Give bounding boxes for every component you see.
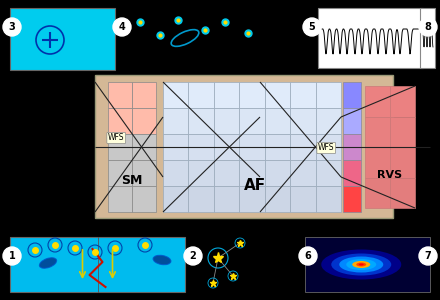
Bar xyxy=(290,160,315,186)
Text: 5: 5 xyxy=(308,22,315,32)
Text: AF: AF xyxy=(244,178,266,193)
Bar xyxy=(265,160,290,186)
Ellipse shape xyxy=(321,250,401,280)
Text: 4: 4 xyxy=(119,22,125,32)
Text: 6: 6 xyxy=(304,251,312,261)
Bar xyxy=(188,160,214,186)
Bar xyxy=(214,134,239,160)
Bar xyxy=(265,134,290,160)
Bar xyxy=(108,108,132,134)
Bar xyxy=(132,82,156,108)
Bar xyxy=(315,160,341,186)
Bar xyxy=(265,186,290,212)
Text: RVS: RVS xyxy=(378,170,403,180)
Bar xyxy=(343,186,361,212)
Ellipse shape xyxy=(346,259,376,270)
Bar xyxy=(239,134,265,160)
Bar xyxy=(290,134,315,160)
Bar xyxy=(365,116,390,147)
Circle shape xyxy=(299,247,317,265)
Bar xyxy=(365,147,390,178)
Bar xyxy=(163,82,188,108)
Bar xyxy=(163,160,188,186)
Text: SM: SM xyxy=(121,173,143,187)
Bar xyxy=(95,75,393,218)
Bar xyxy=(214,160,239,186)
Bar xyxy=(318,8,423,68)
Bar xyxy=(132,186,156,212)
Ellipse shape xyxy=(153,255,171,265)
Ellipse shape xyxy=(331,254,391,275)
Bar xyxy=(214,108,239,134)
Bar xyxy=(390,116,415,147)
Bar xyxy=(315,186,341,212)
Circle shape xyxy=(3,18,21,36)
Text: WFS: WFS xyxy=(108,134,125,142)
Bar xyxy=(188,82,214,108)
Bar xyxy=(132,108,156,134)
Bar xyxy=(108,82,132,108)
Bar xyxy=(365,178,390,208)
Bar xyxy=(290,186,315,212)
Bar xyxy=(239,160,265,186)
Bar xyxy=(214,82,239,108)
Text: 3: 3 xyxy=(9,22,15,32)
Bar xyxy=(188,108,214,134)
Bar xyxy=(163,134,188,160)
Bar xyxy=(290,82,315,108)
Bar xyxy=(315,134,341,160)
Bar xyxy=(420,8,435,68)
Circle shape xyxy=(303,18,321,36)
Bar xyxy=(343,82,361,108)
Bar xyxy=(343,134,361,160)
Bar xyxy=(132,134,156,160)
Bar xyxy=(265,82,290,108)
Bar xyxy=(163,108,188,134)
Ellipse shape xyxy=(339,256,383,272)
Text: 8: 8 xyxy=(425,22,432,32)
Ellipse shape xyxy=(359,263,364,266)
Ellipse shape xyxy=(356,262,366,266)
Bar xyxy=(188,134,214,160)
Bar xyxy=(290,108,315,134)
Bar xyxy=(188,186,214,212)
Circle shape xyxy=(3,247,21,265)
Bar xyxy=(10,237,185,292)
Bar xyxy=(343,160,361,186)
Bar xyxy=(390,147,415,178)
Bar xyxy=(390,178,415,208)
Bar xyxy=(108,160,132,186)
Text: 1: 1 xyxy=(9,251,15,261)
Circle shape xyxy=(184,247,202,265)
Bar xyxy=(343,108,361,134)
Ellipse shape xyxy=(352,261,370,268)
Bar xyxy=(163,186,188,212)
Text: WFS: WFS xyxy=(318,143,334,152)
Bar xyxy=(239,82,265,108)
Bar xyxy=(108,186,132,212)
Text: 2: 2 xyxy=(190,251,196,261)
Circle shape xyxy=(419,247,437,265)
Bar xyxy=(10,8,115,70)
Ellipse shape xyxy=(40,258,57,268)
Text: 7: 7 xyxy=(425,251,431,261)
Bar xyxy=(239,186,265,212)
Circle shape xyxy=(419,18,437,36)
Bar xyxy=(315,108,341,134)
Bar xyxy=(214,186,239,212)
Bar xyxy=(239,108,265,134)
Bar xyxy=(108,134,132,160)
Bar xyxy=(265,108,290,134)
Bar xyxy=(305,237,430,292)
Bar xyxy=(365,86,390,116)
Circle shape xyxy=(113,18,131,36)
Bar xyxy=(390,86,415,116)
Bar xyxy=(315,82,341,108)
Bar xyxy=(132,160,156,186)
